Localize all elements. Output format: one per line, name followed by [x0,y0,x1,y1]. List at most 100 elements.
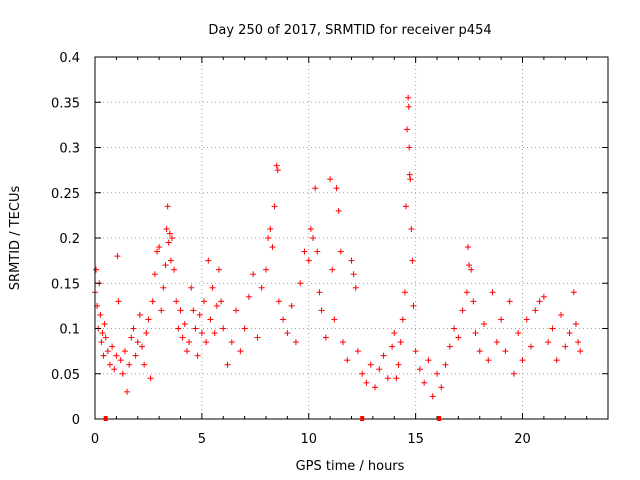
data-point [506,298,513,305]
data-point [130,325,137,332]
data-point [250,271,257,278]
data-point [350,271,357,278]
data-point [292,339,299,346]
data-point [391,330,398,337]
y-tick-label: 0.1 [59,323,80,338]
data-point [215,266,222,273]
data-point [344,357,351,364]
data-point [175,325,182,332]
data-point [198,330,205,337]
data-point [339,339,346,346]
data-point [274,167,281,174]
data-point [553,357,560,364]
data-point [335,207,342,214]
data-point [562,343,569,350]
data-point [183,348,190,355]
data-point [363,379,370,386]
data-point [459,307,466,314]
data-point [98,339,105,346]
data-point [472,330,479,337]
data-point [532,307,539,314]
data-point [549,325,556,332]
data-point [395,361,402,368]
gap-marker [437,416,442,421]
data-point [141,361,148,368]
data-point [194,352,201,359]
data-point [267,225,274,232]
data-point [153,248,160,255]
data-point [280,316,287,323]
y-axis-label: SRMTID / TECUs [8,186,23,291]
data-point [455,334,462,341]
data-point [111,366,118,373]
data-point [545,339,552,346]
data-point [314,248,321,255]
data-point [575,339,582,346]
data-point [305,257,312,264]
data-point [132,352,139,359]
data-point [540,293,547,300]
data-point [126,361,133,368]
data-point [352,284,359,291]
y-tick-label: 0.2 [59,232,80,247]
data-point [192,325,199,332]
grid-lines [95,57,608,419]
data-point [468,266,475,273]
data-point [196,311,203,318]
data-point [399,316,406,323]
data-point [528,343,535,350]
data-point [389,343,396,350]
data-point [106,361,113,368]
data-point [177,307,184,314]
data-point [102,334,109,341]
data-point [241,325,248,332]
data-point [167,257,174,264]
data-point [233,307,240,314]
y-tick-label: 0.4 [59,51,80,66]
data-point [405,94,412,101]
data-point [211,330,218,337]
data-point [470,298,477,305]
data-point [190,307,197,314]
data-point [348,257,355,264]
data-point [434,370,440,377]
data-point [203,339,210,346]
data-point [158,307,165,314]
data-point [228,339,235,346]
data-point [464,244,471,251]
data-point [536,298,543,305]
data-point [502,348,509,355]
data-point [273,162,280,169]
data-point [429,393,436,400]
data-point [284,330,291,337]
y-tick-label: 0.25 [51,187,80,202]
data-point [143,330,150,337]
data-point [498,316,505,323]
data-point [404,126,411,133]
data-point [186,339,193,346]
data-point [162,262,169,269]
data-point [451,325,458,332]
gap-markers [103,416,442,421]
data-point [376,366,383,373]
data-point [145,316,152,323]
data-point [201,298,208,305]
data-point [139,343,146,350]
data-point [523,316,530,323]
y-tick-label: 0.3 [59,142,80,157]
data-points [92,94,584,400]
data-point [254,334,261,341]
data-point [207,316,214,323]
data-point [245,293,252,300]
data-point [151,271,158,278]
data-point [224,361,231,368]
data-point [327,176,334,183]
data-point [316,289,323,296]
data-point [134,339,141,346]
data-point [446,343,453,350]
data-point [515,330,522,337]
data-point [115,298,122,305]
data-point [265,235,272,241]
data-point [566,330,573,337]
data-point [519,357,526,364]
